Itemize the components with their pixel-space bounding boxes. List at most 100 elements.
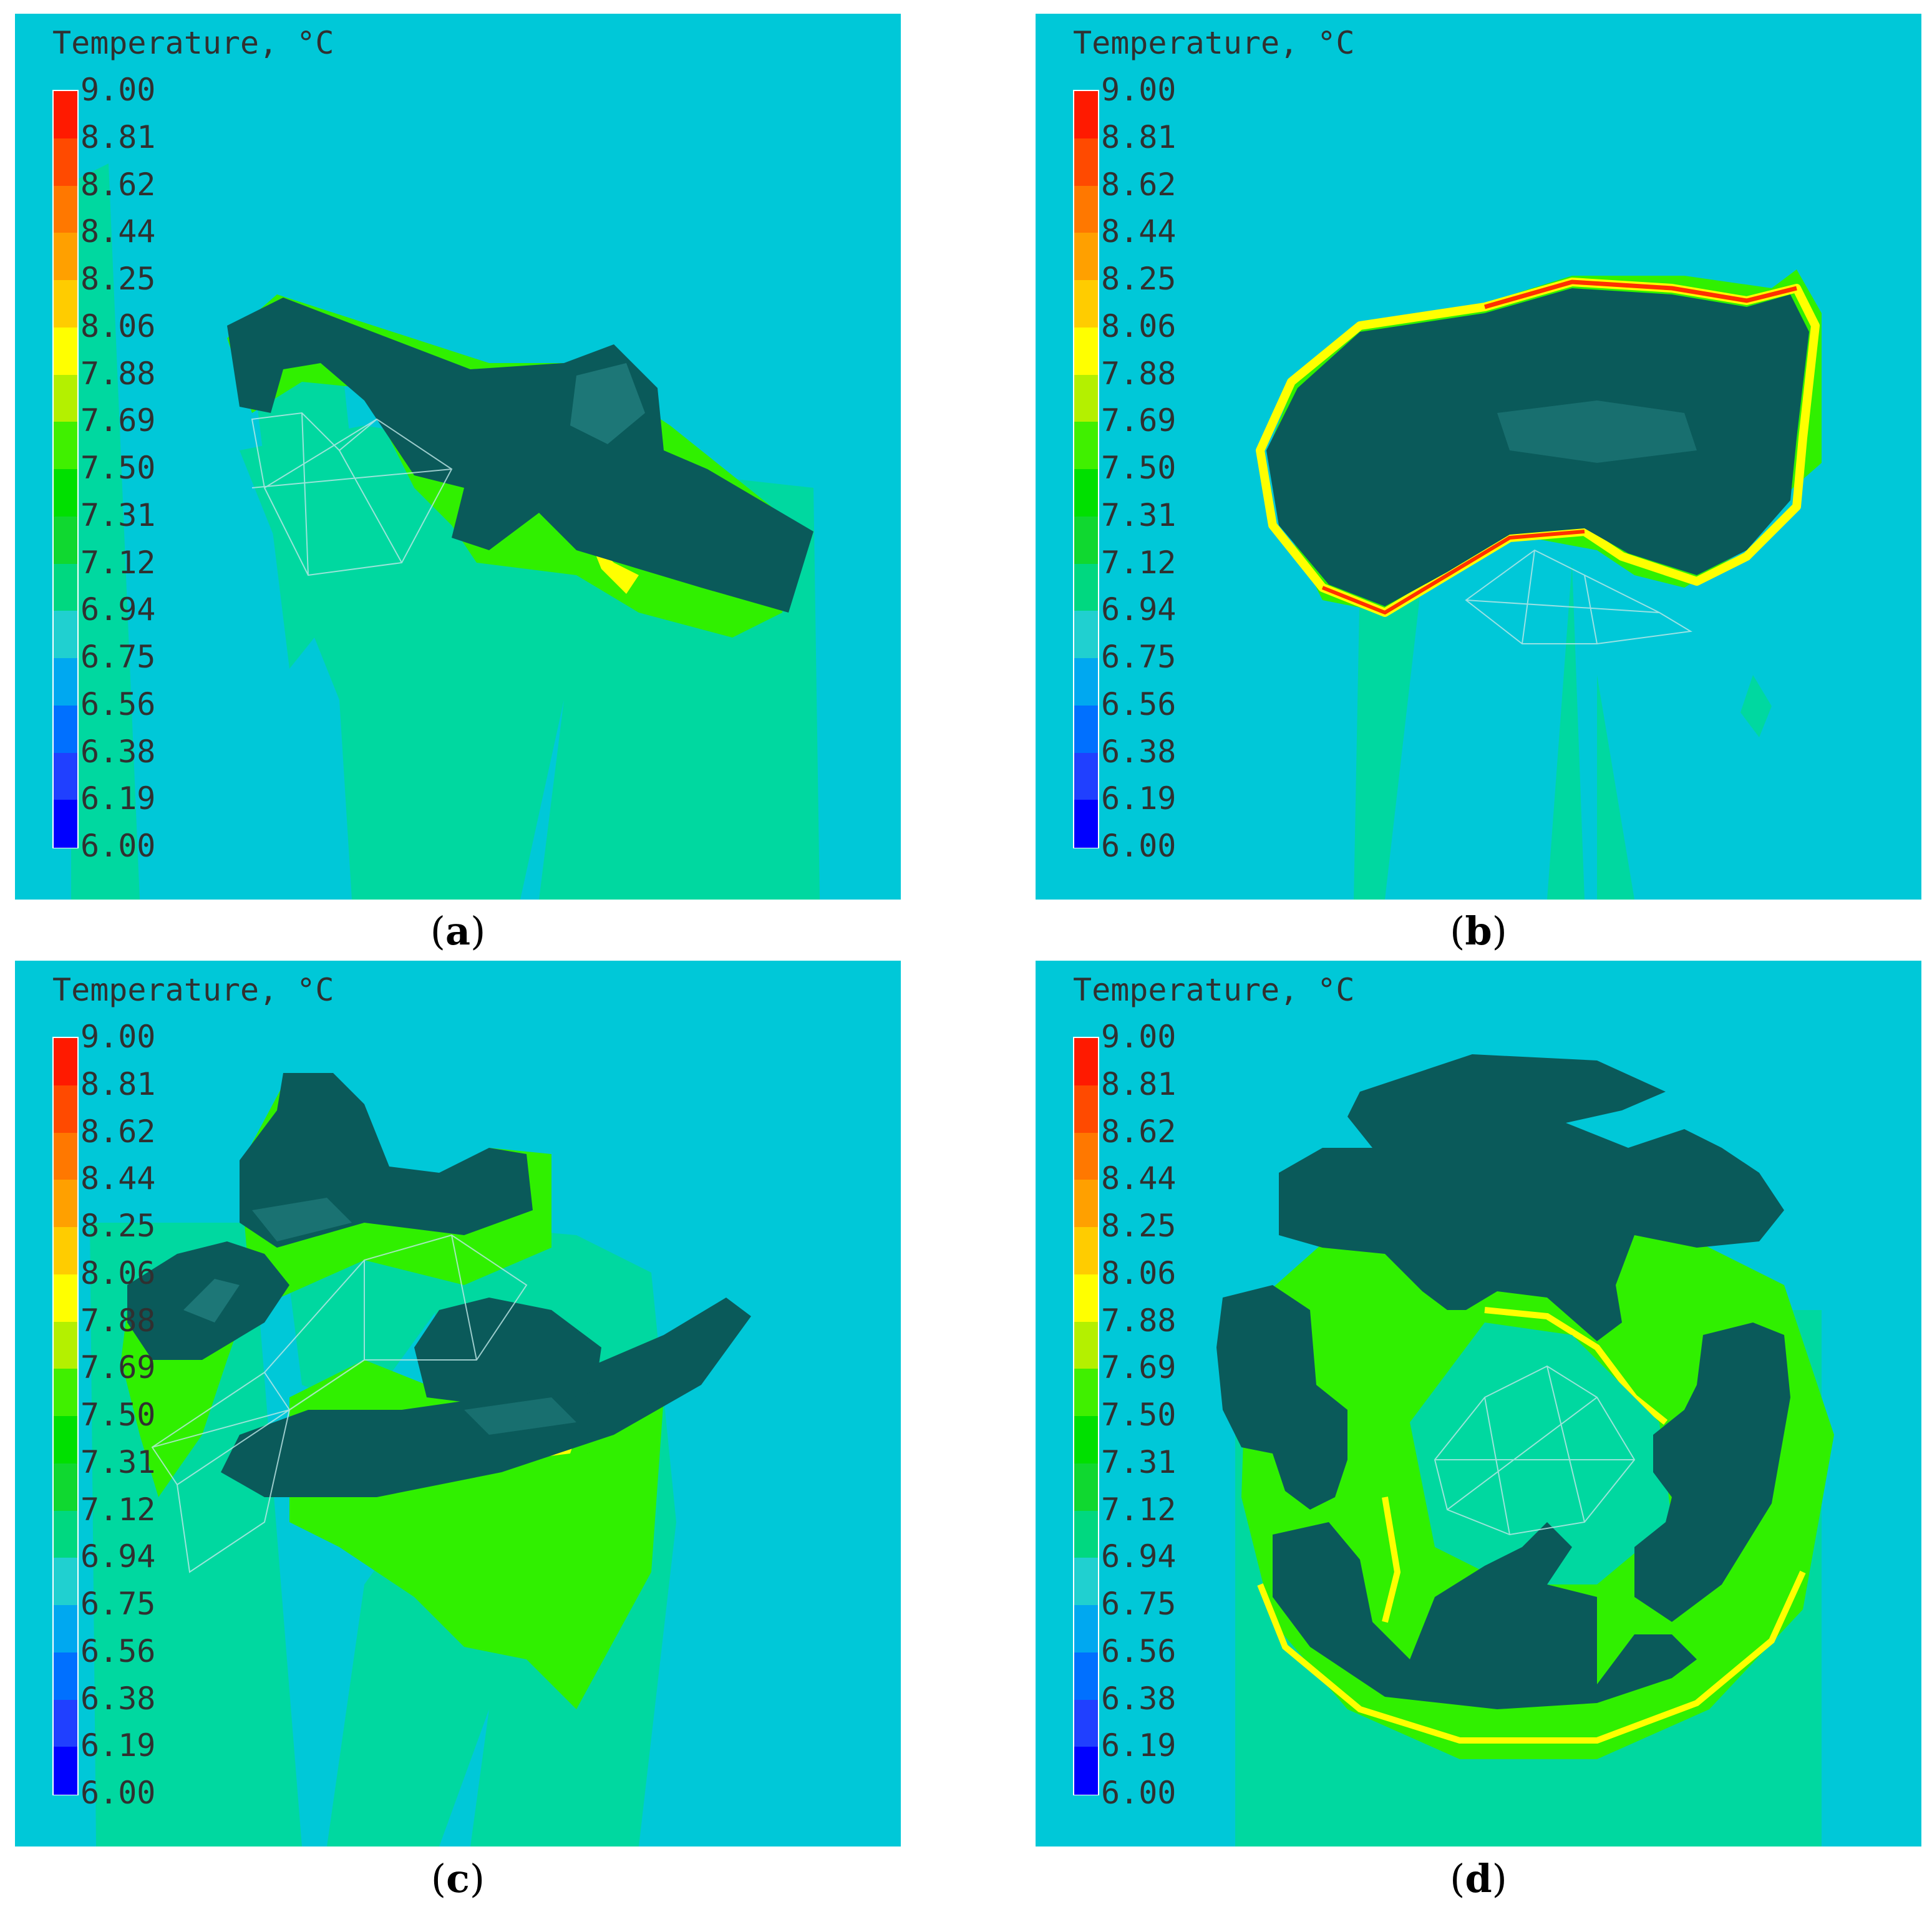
colorbar-tick-label: 8.81 bbox=[80, 1065, 156, 1102]
colorbar-segment bbox=[1074, 1747, 1098, 1795]
panel-d: Temperature, °C 9.00 8.81 8.62 8.44 8.25 8.06… bbox=[1036, 961, 1921, 1846]
colorbar-segment bbox=[54, 1274, 77, 1322]
colorbar bbox=[52, 90, 79, 848]
colorbar-segment bbox=[1074, 752, 1098, 800]
colorbar-segment bbox=[54, 91, 77, 139]
colorbar-segment bbox=[54, 233, 77, 281]
colorbar-segment bbox=[1074, 374, 1098, 422]
colorbar-tick-label: 6.75 bbox=[80, 1586, 156, 1622]
colorbar-title: Temperature, °C bbox=[52, 25, 334, 61]
colorbar-tick-label: 9.00 bbox=[80, 72, 156, 108]
colorbar-segment bbox=[1074, 1274, 1098, 1322]
colorbar-tick-label: 7.88 bbox=[1101, 1302, 1177, 1339]
caption-d: (d) bbox=[1450, 1856, 1507, 1901]
colorbar-tick-label: 6.56 bbox=[1101, 686, 1177, 722]
colorbar-tick-label: 6.19 bbox=[1101, 1727, 1177, 1764]
colorbar-tick-label: 8.44 bbox=[80, 1160, 156, 1197]
colorbar-segment bbox=[54, 422, 77, 470]
colorbar-tick-label: 7.69 bbox=[1101, 402, 1177, 439]
colorbar-segment bbox=[54, 1699, 77, 1747]
colorbar-tick-label: 8.62 bbox=[1101, 166, 1177, 203]
colorbar-segment bbox=[1074, 1227, 1098, 1275]
colorbar-tick-label: 8.06 bbox=[1101, 1254, 1177, 1291]
colorbar-tick-label: 6.56 bbox=[80, 686, 156, 722]
temperate-core bbox=[1410, 1322, 1672, 1584]
caption-b: (b) bbox=[1450, 908, 1507, 954]
colorbar-tick-label: 6.94 bbox=[80, 591, 156, 628]
colorbar-segment bbox=[1074, 1605, 1098, 1653]
temperature-field-d bbox=[1216, 1054, 1834, 1846]
colorbar-tick-label: 7.50 bbox=[1101, 1397, 1177, 1433]
colorbar-tick-label: 7.50 bbox=[1101, 450, 1177, 486]
colorbar-segment bbox=[1074, 1321, 1098, 1369]
colorbar-tick-label: 9.00 bbox=[80, 1019, 156, 1055]
colorbar-tick-label: 7.31 bbox=[1101, 1444, 1177, 1480]
colorbar-tick-label: 9.00 bbox=[1101, 1019, 1177, 1055]
colorbar-segment bbox=[54, 185, 77, 233]
colorbar-segment bbox=[1074, 1699, 1098, 1747]
colorbar-tick-label: 6.19 bbox=[80, 1727, 156, 1764]
colorbar-tick-label: 8.62 bbox=[1101, 1113, 1177, 1150]
colorbar-segment bbox=[1074, 1132, 1098, 1180]
colorbar-tick-label: 7.69 bbox=[80, 402, 156, 439]
solid-body bbox=[1216, 1054, 1790, 1709]
colorbar-segment bbox=[1074, 1085, 1098, 1133]
colorbar-tick-label: 7.88 bbox=[1101, 355, 1177, 392]
colorbar-tick-label: 8.25 bbox=[1101, 261, 1177, 297]
colorbar-segment bbox=[54, 138, 77, 186]
colorbar-tick-label: 6.75 bbox=[1101, 1586, 1177, 1622]
colorbar-tick-label: 7.31 bbox=[1101, 497, 1177, 533]
colorbar-tick-label: 6.94 bbox=[80, 1538, 156, 1575]
colorbar-tick-label: 7.31 bbox=[80, 1444, 156, 1480]
colorbar-tick-label: 8.44 bbox=[1101, 213, 1177, 250]
colorbar-tick-label: 6.00 bbox=[80, 828, 156, 864]
colorbar-tick-label: 8.06 bbox=[80, 308, 156, 344]
colorbar-segment bbox=[54, 1132, 77, 1180]
colorbar-segment bbox=[1074, 422, 1098, 470]
colorbar-tick-label: 8.44 bbox=[80, 213, 156, 250]
colorbar-tick-label: 7.69 bbox=[80, 1349, 156, 1386]
temperature-field-a bbox=[71, 163, 820, 900]
colorbar-segment bbox=[54, 1652, 77, 1700]
colorbar-segment bbox=[54, 705, 77, 753]
wire-mesh bbox=[151, 1234, 528, 1573]
colorbar-segment bbox=[54, 1369, 77, 1417]
solid-body bbox=[227, 298, 813, 613]
colorbar-segment bbox=[1074, 1463, 1098, 1511]
colorbar-tick-label: 7.88 bbox=[80, 355, 156, 392]
colorbar-segment bbox=[54, 374, 77, 422]
colorbar-tick-label: 9.00 bbox=[1101, 72, 1177, 108]
panel-a: Temperature, °C 9.00 8.81 8.62 8.44 8.25 8.06… bbox=[15, 14, 901, 900]
colorbar-title: Temperature, °C bbox=[1073, 972, 1355, 1008]
colorbar-segment bbox=[54, 516, 77, 564]
colorbar-tick-label: 8.06 bbox=[80, 1254, 156, 1291]
colorbar-segment bbox=[54, 1227, 77, 1275]
colorbar-tick-label: 8.62 bbox=[80, 1113, 156, 1150]
colorbar-tick-label: 7.50 bbox=[80, 1397, 156, 1433]
temperature-field-b bbox=[1256, 269, 1822, 900]
colorbar-tick-label: 7.12 bbox=[80, 1491, 156, 1528]
temperature-field-c bbox=[90, 1073, 751, 1846]
colorbar-tick-label: 6.94 bbox=[1101, 1538, 1177, 1575]
wire-mesh bbox=[1465, 549, 1692, 644]
colorbar-segment bbox=[1074, 1558, 1098, 1606]
colorbar-segment bbox=[1074, 705, 1098, 753]
colorbar-segment bbox=[54, 563, 77, 611]
colorbar bbox=[1073, 1037, 1099, 1795]
colorbar-segment bbox=[54, 280, 77, 328]
solid-body bbox=[1266, 288, 1809, 606]
colorbar-tick-label: 8.25 bbox=[80, 1208, 156, 1244]
colorbar-tick-label: 6.75 bbox=[80, 639, 156, 675]
colorbar-segment bbox=[54, 1605, 77, 1653]
colorbar-segment bbox=[54, 1321, 77, 1369]
colorbar-segment bbox=[1074, 611, 1098, 659]
colorbar-segment bbox=[54, 1038, 77, 1086]
hot-edge bbox=[1256, 278, 1820, 617]
caption-a: (a) bbox=[430, 908, 486, 954]
tissue-region bbox=[1354, 563, 1772, 900]
colorbar-tick-label: 8.25 bbox=[1101, 1208, 1177, 1244]
colorbar-tick-label: 8.81 bbox=[1101, 1065, 1177, 1102]
colorbar-segment bbox=[54, 1180, 77, 1228]
colorbar-tick-label: 6.38 bbox=[80, 733, 156, 770]
wire-mesh bbox=[251, 412, 453, 576]
